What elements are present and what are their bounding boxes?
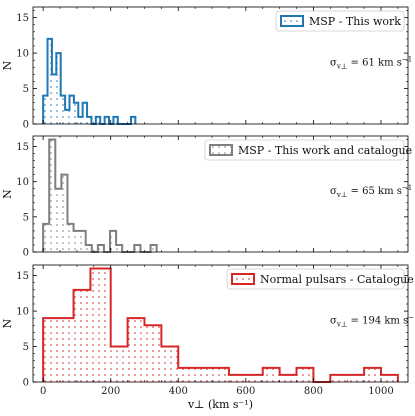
histogram-bar xyxy=(51,74,57,124)
histogram-bar xyxy=(380,374,398,382)
y-tick-label: 0 xyxy=(23,120,29,131)
histogram-bar xyxy=(60,95,66,124)
histogram-bar xyxy=(97,244,104,252)
histogram-bar xyxy=(61,174,68,252)
histogram-bar xyxy=(150,244,157,252)
y-tick-label: 10 xyxy=(16,49,29,60)
histogram-bar xyxy=(73,102,79,124)
y-axis-label: N xyxy=(1,189,14,199)
x-axis-label: v⊥ (km s⁻¹) xyxy=(187,398,253,411)
legend-swatch xyxy=(231,273,255,285)
histogram-bar xyxy=(110,346,128,382)
histogram-bar xyxy=(69,95,74,124)
legend-swatch xyxy=(209,144,233,156)
panel-middle: 0 5 10 15 N MSP - This work and catalogue σv⊥ … xyxy=(1,135,412,259)
y-tick-label: 15 xyxy=(16,271,29,282)
histogram-bar xyxy=(130,116,136,124)
sigma-annotation: σv⊥ = 194 km s−1 xyxy=(330,314,415,329)
y-axis-label: N xyxy=(1,60,14,70)
axes-frame xyxy=(32,135,409,253)
y-tick-label: 0 xyxy=(23,248,29,259)
x-tick-label: 1000 xyxy=(368,386,393,397)
histogram-bar xyxy=(49,139,56,252)
histogram-bar xyxy=(134,244,141,252)
histogram-bar xyxy=(104,116,110,124)
histogram-bar xyxy=(90,268,111,382)
histogram-bar xyxy=(127,318,145,382)
histogram-bar xyxy=(73,289,91,382)
legend-swatch xyxy=(280,15,304,27)
legend-label: MSP - This work and catalogue xyxy=(238,144,412,157)
histogram-outline xyxy=(42,37,137,125)
histogram-bar xyxy=(56,53,61,124)
legend-box xyxy=(204,139,405,161)
histogram-bar xyxy=(55,188,62,252)
panel-bottom: 0 5 10 15 0 200 400 600 800 1000 N Normal pulsars -… xyxy=(1,264,415,411)
y-tick-label: 15 xyxy=(16,142,29,153)
histogram-bar xyxy=(73,230,80,252)
x-tick-label: 0 xyxy=(40,386,46,397)
histogram-bar xyxy=(95,116,101,124)
histogram-bar xyxy=(144,325,162,382)
legend-label: Normal pulsars - Catalogue xyxy=(260,273,414,286)
x-tick-label: 200 xyxy=(101,386,120,397)
histogram-bar xyxy=(79,230,86,252)
y-tick-label: 10 xyxy=(16,177,29,188)
axes-frame xyxy=(32,264,409,383)
histogram-outline xyxy=(42,267,399,383)
histogram-bar xyxy=(78,116,83,124)
y-tick-label: 5 xyxy=(23,212,29,223)
legend-box xyxy=(275,10,405,32)
histogram-bar xyxy=(116,244,123,252)
histogram-bar xyxy=(43,223,50,252)
histogram-bar xyxy=(47,38,52,125)
sigma-annotation: σv⊥ = 61 km s−1 xyxy=(330,56,412,71)
y-tick-label: 5 xyxy=(23,342,29,353)
y-tick-label: 0 xyxy=(23,378,29,389)
legend-label: MSP - This work xyxy=(309,15,401,28)
histogram-bar xyxy=(161,346,179,382)
y-axis-label: N xyxy=(1,318,14,328)
histogram-bar xyxy=(178,367,229,382)
axes-frame xyxy=(32,6,409,125)
y-tick-label: 15 xyxy=(16,13,29,24)
panel-top: 0 5 10 15 N MSP - This work σv⊥ = 61 km s−1 xyxy=(1,6,412,131)
histogram-bar xyxy=(279,374,297,382)
histogram-bar xyxy=(85,244,92,252)
x-tick-label: 800 xyxy=(304,386,323,397)
histogram-bar xyxy=(364,367,381,382)
histogram-bar xyxy=(43,95,48,124)
histogram-bar xyxy=(67,223,74,252)
legend-box xyxy=(226,268,405,290)
histogram-bar xyxy=(110,230,117,252)
y-tick-label: 5 xyxy=(23,84,29,95)
histogram-bar xyxy=(65,109,70,124)
histogram-bar xyxy=(262,367,280,382)
histogram-bar xyxy=(82,102,88,124)
histogram-bar xyxy=(330,374,365,382)
x-tick-label: 400 xyxy=(169,386,188,397)
histogram-bar xyxy=(43,318,74,382)
histogram-bar xyxy=(296,367,314,382)
y-tick-label: 10 xyxy=(16,307,29,318)
sigma-annotation: σv⊥ = 65 km s−1 xyxy=(330,184,412,199)
histogram-bar xyxy=(113,116,118,124)
histogram-bar xyxy=(87,116,92,124)
x-tick-label: 600 xyxy=(236,386,255,397)
